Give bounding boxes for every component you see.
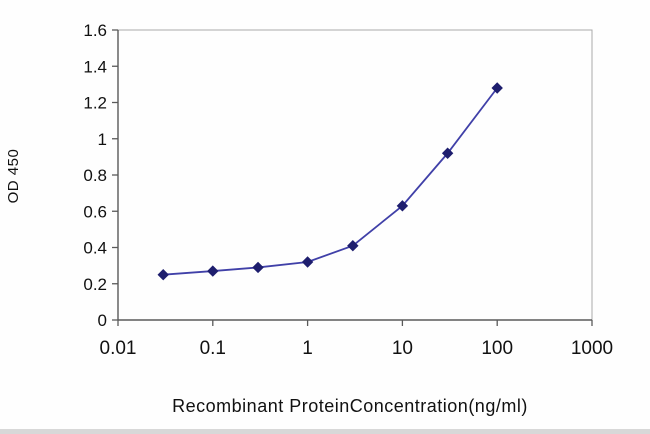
data-point-marker <box>252 261 264 274</box>
y-tick-label: 0.8 <box>83 166 107 185</box>
y-tick-label: 0 <box>98 311 107 330</box>
y-tick-label: 0.4 <box>83 239 107 258</box>
x-tick-label: 10 <box>392 338 413 359</box>
plot-border <box>117 29 593 321</box>
data-point-marker <box>301 256 314 268</box>
y-tick-label: 0.2 <box>83 275 107 294</box>
y-tick-label: 1.6 <box>83 21 107 40</box>
x-tick-label: 1000 <box>571 338 613 359</box>
x-tick-label: 0.1 <box>200 338 226 359</box>
data-point-marker <box>396 200 409 212</box>
y-axis-title: OD 450 <box>5 148 22 204</box>
y-tick-label: 1.2 <box>83 94 107 113</box>
data-point-marker <box>441 147 454 159</box>
data-point-marker <box>157 268 169 281</box>
y-tick-label: 0.6 <box>83 202 107 221</box>
y-tick-label: 1.4 <box>83 57 107 76</box>
series-line <box>163 87 498 276</box>
x-tick-label: 1 <box>302 338 313 359</box>
y-tick-label: 1 <box>98 130 107 149</box>
x-tick-label: 0.01 <box>100 338 137 359</box>
x-tick-label: 100 <box>481 338 513 359</box>
x-axis-title: Recombinant ProteinConcentration(ng/ml) <box>172 396 528 416</box>
data-point-marker <box>491 82 503 94</box>
image-bottom-border <box>0 429 650 434</box>
data-point-marker <box>347 239 359 252</box>
data-point-marker <box>207 265 219 277</box>
